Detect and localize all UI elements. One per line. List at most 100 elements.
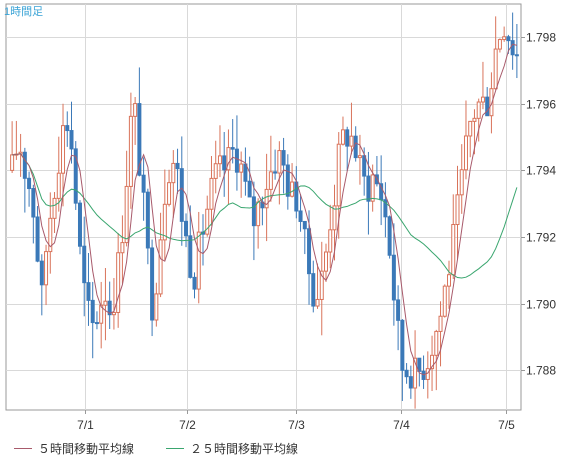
candle-body xyxy=(451,224,456,276)
timeframe-label: 1時間足 xyxy=(4,6,44,18)
candle-body xyxy=(345,129,350,147)
candle-body xyxy=(94,322,99,325)
x-tick-label: 7/1 xyxy=(77,418,94,432)
candle-body xyxy=(510,40,515,56)
y-tick-label: 1.794 xyxy=(526,164,556,178)
candle-body xyxy=(468,120,473,137)
y-tick-label: 1.790 xyxy=(526,298,556,312)
legend-swatch-ma5 xyxy=(14,448,32,449)
candle-body xyxy=(404,369,409,378)
candle-body xyxy=(213,163,218,179)
candle-body xyxy=(497,39,502,50)
candle-body xyxy=(328,229,333,253)
candle-body xyxy=(430,354,435,370)
candle-body xyxy=(400,319,405,371)
candle-body xyxy=(124,185,129,244)
y-tick-label: 1.792 xyxy=(526,231,556,245)
candle-body xyxy=(514,54,519,57)
candle-body xyxy=(264,188,269,209)
candle-body xyxy=(137,103,142,176)
candle-body xyxy=(31,188,36,218)
candle-body xyxy=(251,196,256,227)
candle-body xyxy=(111,311,116,316)
candle-body xyxy=(434,330,439,356)
candle-body xyxy=(171,162,176,184)
candle-body xyxy=(196,231,201,290)
candle-body xyxy=(239,163,244,173)
candle-body xyxy=(502,36,507,41)
legend-item-ma25: ２５時間移動平均線 xyxy=(166,440,298,457)
candle-body xyxy=(39,260,44,286)
candle-body xyxy=(184,220,189,237)
candle-body xyxy=(396,299,401,321)
candle-body xyxy=(73,148,78,204)
y-tick-label: 1.798 xyxy=(526,31,556,45)
candle-body xyxy=(319,270,324,300)
candle-body xyxy=(205,208,210,235)
candle-body xyxy=(336,143,341,207)
candle-body xyxy=(455,194,460,226)
candle-body xyxy=(302,220,307,230)
candle-body xyxy=(82,245,87,284)
candle-body xyxy=(234,148,239,173)
candle-body xyxy=(243,163,248,182)
candle-body xyxy=(103,300,108,306)
candle-body xyxy=(366,175,371,202)
candle-body xyxy=(324,251,329,272)
candle-body xyxy=(256,201,261,227)
candle-body xyxy=(307,228,312,275)
candle-body xyxy=(35,216,40,262)
candle-body xyxy=(90,299,95,324)
candle-body xyxy=(44,251,49,286)
candle-body xyxy=(362,155,367,177)
candle-body xyxy=(480,96,485,103)
candle-body xyxy=(294,181,299,212)
x-tick-label: 7/3 xyxy=(288,418,305,432)
y-tick-label: 1.796 xyxy=(526,98,556,112)
candle-body xyxy=(281,150,286,166)
candle-body xyxy=(298,210,303,222)
x-tick-label: 7/4 xyxy=(393,418,410,432)
candle-body xyxy=(128,115,133,187)
candle-body xyxy=(408,376,413,389)
candle-body xyxy=(230,147,235,150)
candle-body xyxy=(472,117,477,122)
candle-body xyxy=(48,217,53,253)
legend: ５時間移動平均線 ２５時間移動平均線 xyxy=(14,440,298,457)
candle-body xyxy=(506,36,511,42)
candle-body xyxy=(145,191,150,249)
candle-body xyxy=(493,48,498,90)
candle-body xyxy=(133,103,138,117)
legend-label-ma5: ５時間移動平均線 xyxy=(38,442,135,456)
candle-body xyxy=(311,273,316,307)
y-tick-label: 1.788 xyxy=(526,364,556,378)
candle-body xyxy=(387,216,392,256)
candle-body xyxy=(120,242,125,254)
candle-body xyxy=(175,162,180,170)
candle-body xyxy=(315,298,320,307)
candle-body xyxy=(150,247,155,321)
candle-body xyxy=(485,96,490,117)
candle-body xyxy=(222,155,227,171)
candle-body xyxy=(188,235,193,278)
candle-body xyxy=(277,150,282,174)
candle-body xyxy=(383,199,388,218)
candle-body xyxy=(56,172,61,199)
candle-body xyxy=(167,182,172,205)
candle-body xyxy=(370,174,375,202)
legend-swatch-ma25 xyxy=(166,448,185,449)
candle-body xyxy=(99,304,104,324)
candle-body xyxy=(52,197,57,219)
candle-body xyxy=(438,315,443,332)
x-tick-label: 7/2 xyxy=(179,418,196,432)
ma25-line xyxy=(12,153,518,279)
candle-body xyxy=(209,177,214,210)
candle-body xyxy=(22,151,27,179)
candle-body xyxy=(447,274,452,287)
candle-body xyxy=(476,101,481,119)
candle-body xyxy=(116,252,121,313)
ma5-line xyxy=(12,43,518,376)
candle-body xyxy=(86,282,91,301)
candle-body xyxy=(442,285,447,317)
